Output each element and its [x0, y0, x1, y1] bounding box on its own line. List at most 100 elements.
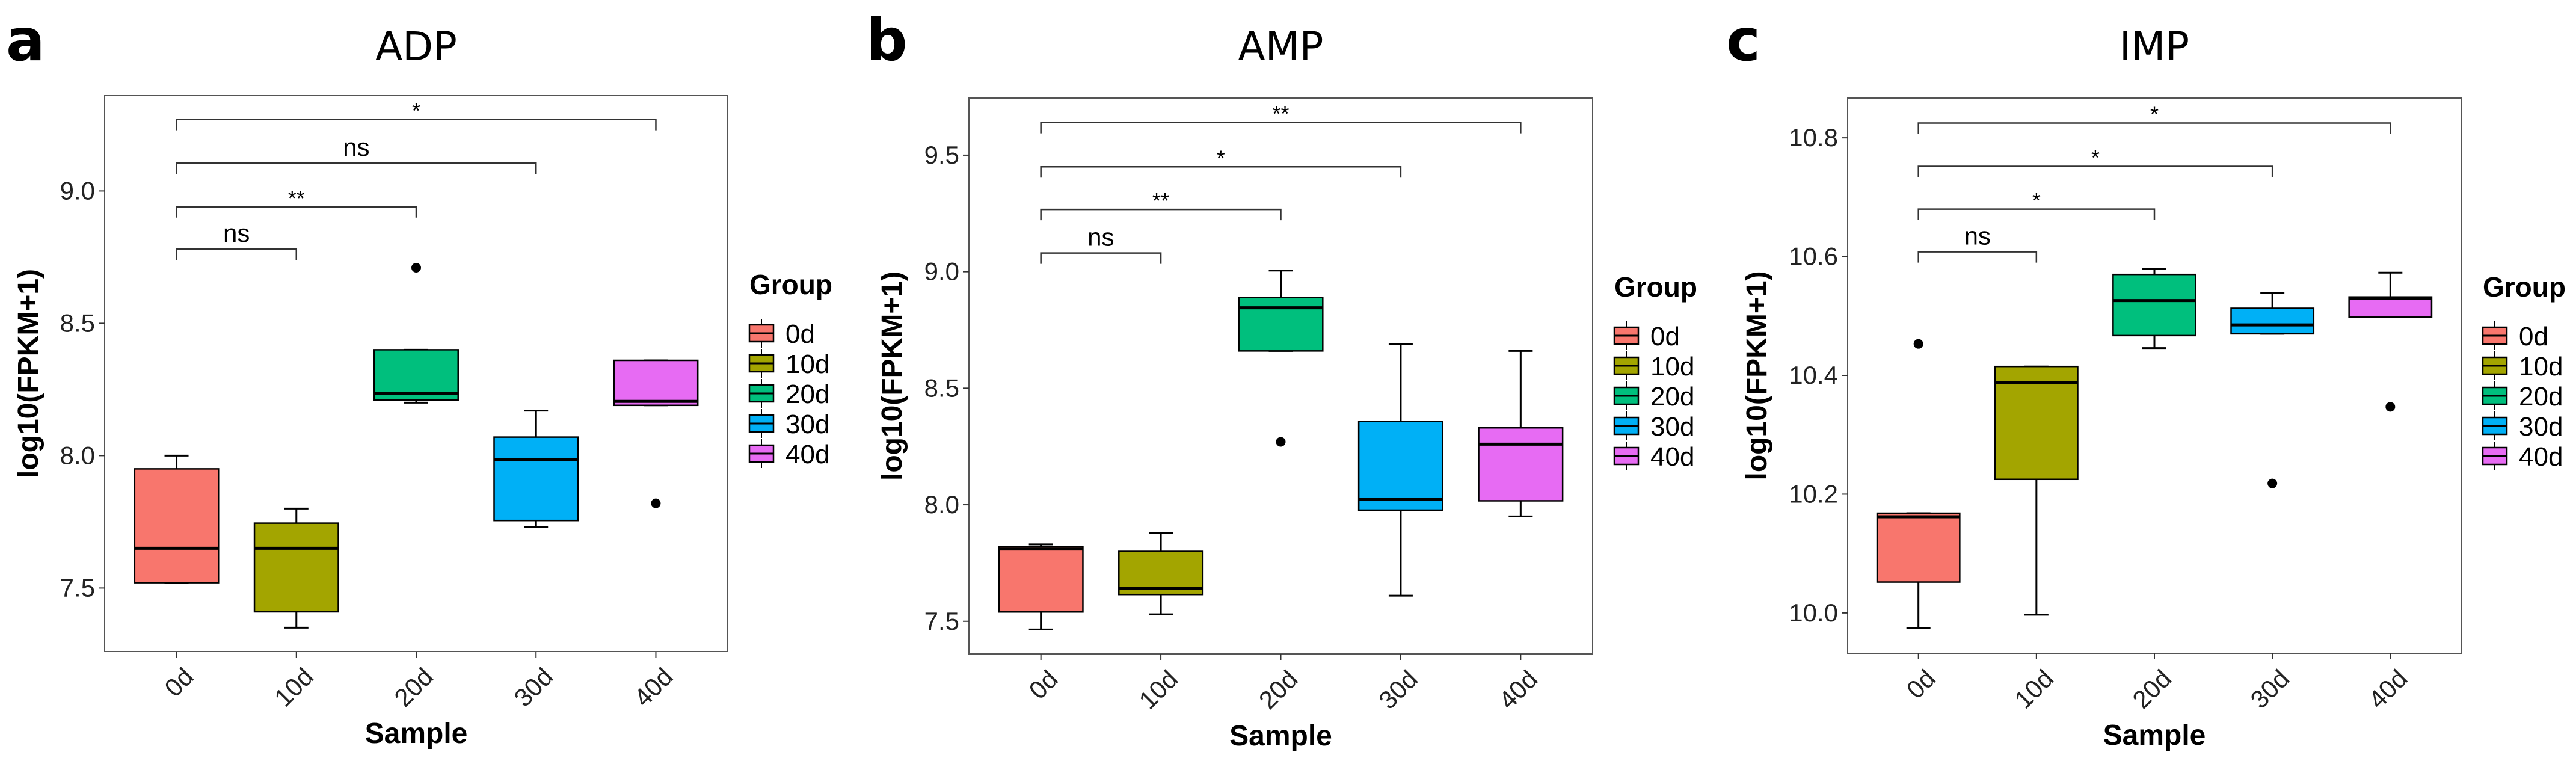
box-40d — [613, 359, 699, 508]
outlier-point — [651, 498, 661, 508]
y-tick-label: 10.2 — [1789, 479, 1838, 508]
significance-label: ** — [1272, 102, 1289, 126]
box-body — [613, 359, 699, 407]
legend-title: Group — [1614, 271, 1697, 303]
legend-item-10d: 10d — [2482, 351, 2563, 381]
box-0d — [1876, 339, 1961, 630]
y-tick-label: 9.5 — [924, 141, 959, 169]
legend-label: 20d — [2519, 382, 2563, 411]
x-tick-label: 20d — [2127, 664, 2177, 714]
significance-bracket — [1040, 122, 1522, 134]
chart-title: IMP — [2120, 23, 2189, 70]
box-40d — [1478, 350, 1564, 517]
x-axis-title: Sample — [1229, 720, 1332, 752]
significance-label: * — [412, 99, 420, 123]
box-0d — [134, 454, 220, 584]
x-tick-label: 40d — [1493, 665, 1543, 715]
box-20d — [373, 263, 459, 404]
box-body — [1478, 427, 1564, 502]
y-tick-label: 8.0 — [924, 490, 959, 519]
significance-bracket — [1040, 208, 1282, 221]
y-tick-label: 8.5 — [924, 374, 959, 402]
legend-item-30d: 30d — [748, 409, 829, 439]
outlier-point — [411, 263, 421, 273]
legend-item-10d: 10d — [1613, 351, 1694, 381]
outlier-point — [1913, 339, 1923, 349]
x-tick-label: 0d — [1901, 664, 1941, 704]
significance-label: ** — [1152, 188, 1169, 213]
box-body — [1238, 296, 1324, 352]
significance-bracket — [1917, 122, 2391, 134]
legend-item-40d: 40d — [1613, 442, 1694, 472]
legend-item-0d: 0d — [1613, 321, 1680, 351]
legend-title: Group — [2483, 271, 2566, 303]
legend-label: 40d — [785, 440, 829, 469]
box-30d — [1357, 343, 1443, 597]
box-10d — [1994, 365, 2079, 616]
significance-bracket — [1917, 251, 2038, 263]
outlier-point — [2385, 402, 2396, 412]
x-tick-label: 10d — [1133, 665, 1183, 715]
box-body — [493, 436, 579, 522]
y-tick-label: 10.6 — [1789, 242, 1838, 271]
box-30d — [493, 410, 579, 528]
y-axis-title: log10(FPKM+1) — [1741, 271, 1773, 480]
outlier-point — [1276, 437, 1286, 447]
y-tick-label: 8.5 — [60, 309, 95, 337]
x-tick-label: 10d — [269, 662, 319, 712]
significance-label: * — [2150, 102, 2159, 126]
legend-item-30d: 30d — [1613, 411, 1694, 442]
x-tick-label: 0d — [1024, 665, 1063, 704]
y-axis-title: log10(FPKM+1) — [876, 271, 908, 481]
legend-label: 30d — [785, 410, 829, 439]
box-body — [2112, 273, 2196, 337]
panel-label: a — [6, 7, 45, 74]
legend-label: 10d — [2519, 352, 2563, 381]
panel-label: c — [1726, 7, 1760, 74]
significance-label: ** — [288, 186, 305, 211]
legend-item-20d: 20d — [1613, 381, 1694, 411]
box-20d — [2112, 268, 2196, 350]
y-tick-label: 8.0 — [60, 441, 95, 469]
chart-title: AMP — [1238, 23, 1324, 70]
x-tick-label: 20d — [389, 662, 438, 712]
box-20d — [1238, 270, 1324, 447]
legend-label: 10d — [1650, 352, 1694, 381]
x-tick-label: 30d — [509, 662, 559, 712]
legend-label: 20d — [1650, 382, 1694, 411]
y-axis-title: log10(FPKM+1) — [13, 269, 45, 478]
legend-label: 0d — [785, 319, 815, 349]
y-tick-label: 9.0 — [60, 176, 95, 205]
significance-label: ns — [1964, 222, 1991, 250]
box-body — [1357, 421, 1443, 511]
box-body — [134, 468, 220, 584]
significance-bracket — [176, 119, 657, 131]
significance-label: ns — [223, 219, 250, 247]
significance-bracket — [1040, 252, 1162, 264]
significance-bracket — [1917, 165, 2273, 177]
significance-bracket — [176, 206, 417, 218]
box-10d — [1118, 532, 1204, 615]
y-tick-label: 7.5 — [924, 607, 959, 635]
box-body — [2348, 296, 2433, 318]
legend-item-40d: 40d — [748, 439, 829, 469]
significance-label: ns — [343, 133, 369, 161]
legend-label: 40d — [2519, 442, 2563, 472]
x-tick-label: 30d — [1373, 665, 1423, 715]
box-body — [373, 349, 459, 401]
box-10d — [253, 507, 339, 629]
legend-label: 40d — [1650, 442, 1694, 472]
x-axis-title: Sample — [2103, 719, 2206, 751]
legend-label: 0d — [1650, 322, 1680, 351]
box-body — [998, 546, 1084, 613]
x-axis-title: Sample — [365, 718, 468, 750]
significance-label: ns — [1087, 223, 1114, 251]
significance-bracket — [176, 248, 298, 260]
x-tick-label: 30d — [2245, 664, 2295, 714]
box-body — [1876, 512, 1961, 583]
box-0d — [998, 543, 1084, 630]
y-tick-label: 9.0 — [924, 257, 959, 286]
